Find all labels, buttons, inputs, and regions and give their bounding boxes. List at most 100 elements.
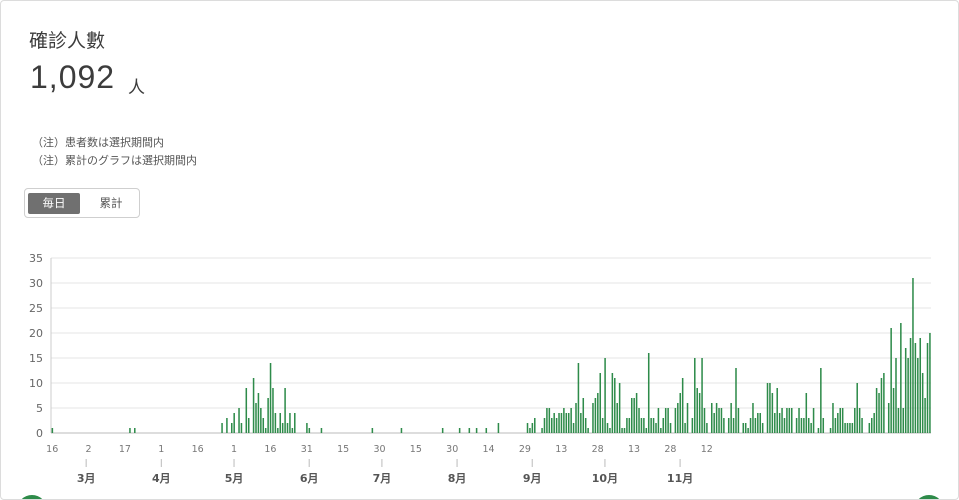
month-label: 3月 bbox=[77, 472, 96, 485]
bar bbox=[238, 408, 240, 433]
bar bbox=[485, 428, 488, 433]
daily-button[interactable]: 毎日 bbox=[28, 193, 80, 214]
bar bbox=[875, 388, 878, 433]
x-tick-label: 16 bbox=[264, 444, 276, 455]
bar bbox=[623, 428, 626, 433]
bar bbox=[846, 423, 849, 433]
bar bbox=[684, 423, 686, 433]
bar bbox=[890, 328, 892, 433]
x-tick-label: 15 bbox=[337, 444, 349, 455]
bar bbox=[754, 418, 757, 433]
bar bbox=[720, 408, 723, 433]
bar bbox=[924, 398, 926, 433]
card-title: 確診人數 bbox=[29, 30, 106, 52]
bar bbox=[870, 418, 873, 433]
bar bbox=[643, 418, 645, 433]
cumulative-button[interactable]: 累計 bbox=[99, 196, 123, 210]
bar bbox=[841, 408, 844, 433]
bar bbox=[468, 428, 471, 433]
bar bbox=[703, 408, 706, 433]
bar bbox=[279, 413, 282, 433]
bar bbox=[667, 408, 669, 433]
bar bbox=[284, 388, 286, 433]
bar bbox=[546, 408, 548, 433]
x-tick-label: 16 bbox=[46, 444, 58, 455]
x-tick-label: 29 bbox=[519, 444, 531, 455]
x-tick-label: 1 bbox=[231, 444, 237, 455]
bar bbox=[289, 413, 291, 433]
bar bbox=[582, 398, 585, 433]
bar bbox=[696, 388, 698, 433]
bar bbox=[677, 403, 679, 433]
scroll-right-handle[interactable] bbox=[914, 495, 944, 499]
x-tick-label: 13 bbox=[555, 444, 567, 455]
bar bbox=[715, 403, 718, 433]
bar bbox=[902, 408, 905, 433]
bar bbox=[820, 368, 822, 433]
x-tick-label: 14 bbox=[483, 444, 495, 455]
y-tick-label: 25 bbox=[29, 302, 43, 315]
bar bbox=[735, 368, 737, 433]
bar bbox=[766, 383, 769, 433]
bar bbox=[861, 418, 863, 433]
bar bbox=[691, 418, 694, 433]
bar bbox=[616, 403, 618, 433]
scroll-left-handle[interactable] bbox=[17, 495, 47, 499]
month-label: 9月 bbox=[523, 472, 542, 485]
bar bbox=[837, 413, 839, 433]
bar bbox=[926, 343, 929, 433]
bar bbox=[252, 378, 255, 433]
bar bbox=[904, 348, 907, 433]
bar bbox=[900, 323, 902, 433]
bar bbox=[230, 423, 233, 433]
bar bbox=[587, 428, 589, 433]
bar bbox=[730, 403, 732, 433]
bar bbox=[260, 408, 262, 433]
bar bbox=[575, 403, 577, 433]
bar bbox=[584, 418, 587, 433]
bar bbox=[805, 393, 808, 433]
x-tick-label: 13 bbox=[628, 444, 640, 455]
bar bbox=[257, 393, 260, 433]
bar bbox=[633, 398, 635, 433]
bar bbox=[264, 428, 267, 433]
bar bbox=[664, 408, 667, 433]
bar bbox=[274, 413, 277, 433]
bar bbox=[807, 418, 810, 433]
bar bbox=[912, 278, 914, 433]
bar bbox=[640, 418, 643, 433]
bar bbox=[718, 408, 720, 433]
bar bbox=[281, 423, 284, 433]
y-tick-label: 35 bbox=[29, 252, 43, 265]
x-tick-label: 28 bbox=[664, 444, 676, 455]
bar bbox=[778, 413, 781, 433]
bar bbox=[732, 418, 735, 433]
bar bbox=[798, 408, 800, 433]
bar bbox=[698, 393, 701, 433]
bar bbox=[781, 408, 783, 433]
bar bbox=[529, 428, 531, 433]
bar bbox=[812, 408, 815, 433]
bar bbox=[822, 418, 825, 433]
bar bbox=[858, 408, 861, 433]
bar bbox=[129, 428, 131, 433]
bar bbox=[849, 423, 851, 433]
bar bbox=[226, 418, 228, 433]
bar bbox=[834, 418, 837, 433]
bar bbox=[604, 358, 606, 433]
bar bbox=[560, 413, 563, 433]
bar bbox=[851, 423, 854, 433]
bar bbox=[655, 423, 657, 433]
bar bbox=[294, 413, 296, 433]
bar bbox=[592, 403, 594, 433]
bar bbox=[662, 418, 665, 433]
month-label: 11月 bbox=[667, 472, 693, 485]
bar bbox=[795, 418, 798, 433]
y-tick-label: 0 bbox=[36, 427, 43, 440]
bar bbox=[638, 408, 640, 433]
bar bbox=[534, 418, 536, 433]
bar bbox=[878, 393, 880, 433]
month-label: 6月 bbox=[300, 472, 319, 485]
month-label: 4月 bbox=[152, 472, 171, 485]
bar bbox=[686, 403, 689, 433]
